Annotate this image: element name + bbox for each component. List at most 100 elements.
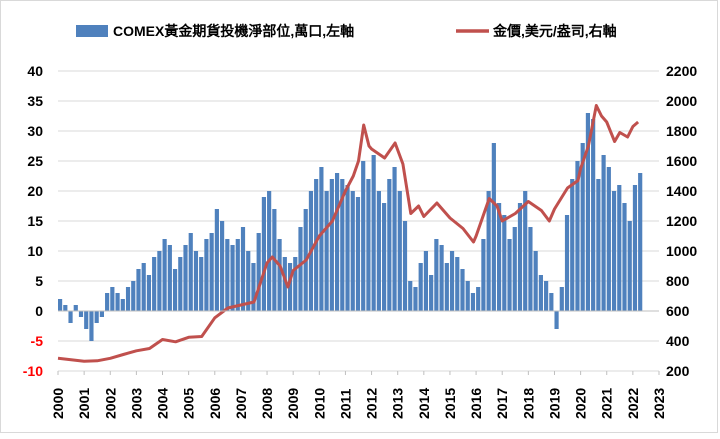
net-position-bar [575,161,580,311]
net-position-bar [486,191,491,311]
net-position-bar [449,251,455,311]
x-tick-label: 2012 [364,388,380,419]
net-position-bar [345,185,350,311]
net-position-bar [214,209,219,311]
net-position-bar [251,263,256,311]
left-tick-label: -10 [23,363,43,379]
net-position-bar [402,221,408,311]
net-position-bar [491,143,496,311]
net-position-bar [89,311,94,341]
net-position-bar [554,311,559,329]
right-tick-label: 400 [666,333,690,349]
right-tick-label: 800 [666,273,690,289]
net-position-bar [423,251,429,311]
right-tick-label: 1000 [666,243,697,259]
net-position-bar [157,251,162,311]
net-position-bar [293,257,298,311]
left-tick-label: 35 [27,93,43,109]
net-position-bar [439,245,444,311]
gold-price-line [57,104,640,363]
left-tick-label: -5 [31,333,44,349]
net-position-bar [141,263,146,311]
net-position-bar [413,287,418,311]
x-tick-label: 2011 [337,388,353,419]
net-position-bar [110,287,115,311]
net-position-bar [502,215,507,311]
x-tick-label: 2021 [599,388,615,419]
net-position-bar [627,221,632,311]
x-tick-label: 2019 [546,388,562,419]
net-position-bar [470,293,476,311]
x-tick-label: 2015 [442,388,458,419]
net-position-bar [120,299,125,311]
legend: COMEX黃金期貨投機淨部位,萬口,左軸 金價,美元/盎司,右軸 [76,23,617,39]
x-tick-label: 2013 [390,388,406,419]
right-tick-label: 1200 [666,213,697,229]
net-position-bar [136,269,141,311]
net-position-bar [392,167,397,311]
net-position-bar [476,287,481,311]
left-tick-label: 30 [27,123,43,139]
net-position-bar [298,227,303,311]
net-position-bar [240,227,246,311]
net-position-bar [559,287,564,311]
left-tick-label: 25 [27,153,43,169]
x-tick-label: 2001 [76,388,92,419]
net-position-bar [507,239,512,311]
net-position-bar [523,191,528,311]
net-position-bar [334,173,340,311]
net-position-bar [162,239,167,311]
net-position-bar [387,179,392,311]
net-position-bar [429,275,434,311]
net-position-bar [533,251,538,311]
net-position-bar [528,227,533,311]
net-position-bar [73,305,78,311]
net-position-bar [481,239,486,311]
net-position-bar [517,203,523,311]
net-position-bar [225,239,230,311]
net-position-bar [230,245,235,311]
net-position-bars [58,113,643,341]
right-tick-label: 1400 [666,183,697,199]
net-position-bar [188,233,193,311]
net-position-bar [58,299,63,311]
net-position-bar [256,233,261,311]
net-position-bar [418,263,423,311]
net-position-bar [361,161,366,311]
axes [58,310,659,372]
net-position-bar [78,311,84,317]
net-position-bar [183,245,188,311]
x-tick-label: 2000 [50,388,66,419]
right-tick-label: 1800 [666,123,697,139]
net-position-bar [638,173,643,311]
net-position-bar [408,281,413,311]
net-position-bar [606,167,611,311]
net-position-bar [68,311,73,323]
left-tick-label: 10 [27,243,43,259]
net-position-bar [366,179,371,311]
legend-bar-swatch [76,25,108,37]
legend-bar-label: COMEX黃金期貨投機淨部位,萬口,左軸 [113,23,354,39]
net-position-bar [63,305,68,311]
x-tick-label: 2014 [416,388,432,419]
right-tick-label: 1600 [666,153,697,169]
net-position-bar [319,167,324,311]
net-position-bar [585,113,591,311]
x-tick-label: 2010 [311,388,327,419]
net-position-bar [178,257,183,311]
left-tick-label: 0 [35,303,43,319]
net-position-bar [350,191,355,311]
net-position-bar [131,281,136,311]
net-position-bar [496,203,502,311]
net-position-bar [84,311,89,329]
net-position-bar [115,293,120,311]
net-position-bar [434,239,439,311]
net-position-bar [455,257,460,311]
x-tick-label: 2020 [573,388,589,419]
net-position-bar [460,269,465,311]
net-position-bar [261,197,266,311]
net-position-bar [622,203,627,311]
net-position-bar [329,179,334,311]
net-position-bar [199,257,204,311]
